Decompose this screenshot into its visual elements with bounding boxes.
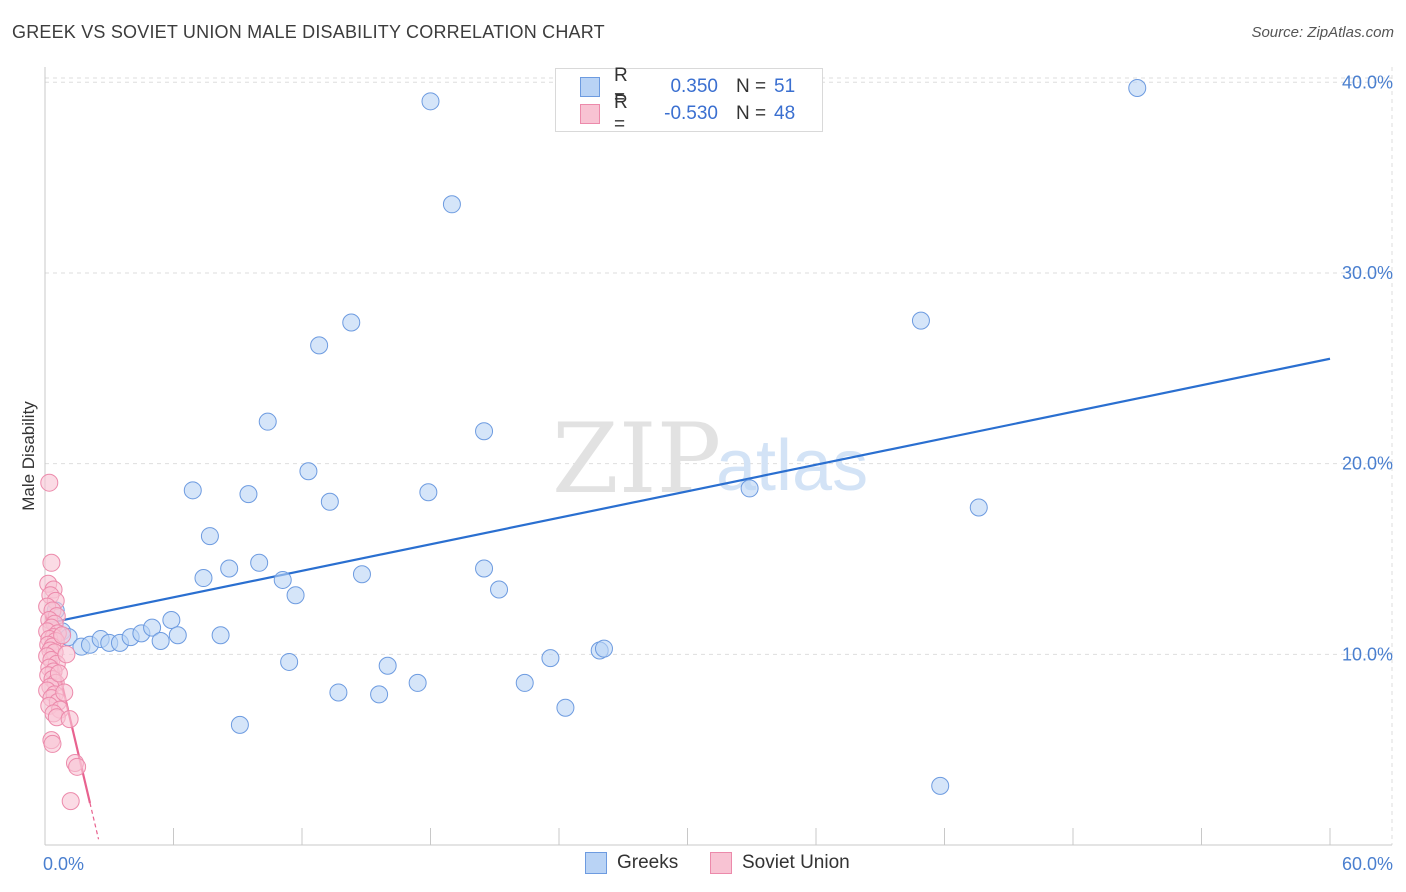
r-label: R = (614, 92, 628, 135)
y-tick-label: 30.0% (1342, 263, 1393, 283)
legend-label: Greeks (617, 852, 679, 873)
greeks-point[interactable] (329, 683, 348, 702)
watermark-atlas: atlas (716, 426, 868, 506)
soviet-union-point[interactable] (53, 626, 72, 645)
legend-row-greeks: R = 0.350 N = 51 (580, 65, 796, 108)
legend-row-soviet-union: R = -0.530 N = 48 (580, 92, 796, 135)
soviet-union-point[interactable] (61, 792, 80, 811)
y-tick-label: 40.0% (1342, 72, 1393, 92)
greeks-point[interactable] (969, 498, 988, 517)
tick-labels: 10.0% 20.0% 30.0% 40.0% 0.0% 60.0% (43, 72, 1393, 874)
greeks-point[interactable] (143, 618, 162, 637)
greeks-point[interactable] (280, 652, 299, 671)
soviet-union-point[interactable] (49, 664, 68, 683)
chart-title: GREEK VS SOVIET UNION MALE DISABILITY CO… (12, 22, 605, 42)
soviet-union-point[interactable] (40, 473, 59, 492)
greeks-point[interactable] (490, 580, 509, 599)
greeks-point[interactable] (162, 610, 181, 629)
y-tick-label: 20.0% (1342, 454, 1393, 474)
greeks-point[interactable] (421, 92, 440, 111)
source-label: Source: ZipAtlas.com (1251, 24, 1394, 41)
n-value: 51 (774, 76, 796, 97)
x-tick-label: 60.0% (1342, 854, 1393, 874)
greeks-point[interactable] (515, 673, 534, 692)
legend-item-soviet-union[interactable]: Soviet Union (710, 852, 850, 874)
correlation-legend: R = 0.350 N = 51 R = -0.530 N = 48 (555, 65, 823, 135)
greeks-point[interactable] (286, 586, 305, 605)
greeks-point[interactable] (475, 559, 494, 578)
greeks-point[interactable] (258, 412, 277, 431)
greeks-point[interactable] (273, 570, 292, 589)
greeks-swatch (585, 852, 607, 874)
greeks-point[interactable] (408, 673, 427, 692)
greeks-point[interactable] (370, 685, 389, 704)
greeks-swatch (580, 77, 600, 97)
soviet-union-swatch (710, 852, 732, 874)
n-label: N = (736, 103, 767, 124)
soviet-union-point[interactable] (43, 734, 62, 753)
greeks-point[interactable] (230, 715, 249, 734)
greeks-point[interactable] (239, 485, 258, 504)
y-axis-label: Male Disability (19, 401, 38, 511)
greeks-point[interactable] (594, 639, 613, 658)
greeks-point[interactable] (200, 527, 219, 546)
greeks-point[interactable] (183, 481, 202, 500)
r-value: -0.530 (664, 103, 718, 124)
soviet-union-point[interactable] (42, 553, 61, 572)
greeks-point[interactable] (299, 462, 318, 481)
series-legend: Greeks Soviet Union (0, 852, 1406, 878)
soviet-union-swatch (580, 104, 600, 124)
greeks-point[interactable] (211, 626, 230, 645)
greeks-point[interactable] (740, 479, 759, 498)
greeks-point[interactable] (931, 776, 950, 795)
greeks-point[interactable] (352, 565, 371, 584)
greeks-point[interactable] (220, 559, 239, 578)
soviet-union-trend-extension (89, 802, 100, 840)
n-label: N = (736, 76, 767, 97)
greeks-point[interactable] (168, 626, 187, 645)
greeks-point[interactable] (541, 649, 560, 668)
greeks-point[interactable] (320, 492, 339, 511)
greeks-point[interactable] (250, 553, 269, 572)
legend-label: Soviet Union (742, 852, 850, 873)
n-value: 48 (774, 103, 796, 124)
greeks-point[interactable] (911, 311, 930, 330)
greeks-point[interactable] (556, 698, 575, 717)
grid-lines (45, 67, 1393, 845)
greeks-point[interactable] (442, 195, 461, 214)
soviet-union-point[interactable] (57, 645, 76, 664)
data-points (38, 78, 1147, 811)
greeks-point[interactable] (342, 313, 361, 332)
soviet-union-point[interactable] (55, 683, 74, 702)
greeks-point[interactable] (475, 422, 494, 441)
x-tick-label: 0.0% (43, 854, 84, 874)
greeks-point[interactable] (194, 569, 213, 588)
greeks-trend-line (44, 357, 1331, 625)
legend-item-greeks[interactable]: Greeks (585, 852, 678, 874)
greeks-point[interactable] (1128, 78, 1147, 97)
greeks-point[interactable] (419, 483, 438, 502)
watermark: ZIP atlas (552, 403, 868, 515)
watermark-zip: ZIP (552, 403, 721, 515)
y-tick-label: 10.0% (1342, 644, 1393, 664)
greeks-point[interactable] (310, 336, 329, 355)
soviet-union-point[interactable] (60, 710, 79, 729)
greeks-point[interactable] (378, 656, 397, 675)
greeks-point[interactable] (151, 631, 170, 650)
soviet-union-point[interactable] (68, 757, 87, 776)
r-value: 0.350 (670, 76, 718, 97)
r-label: R = (614, 65, 628, 108)
